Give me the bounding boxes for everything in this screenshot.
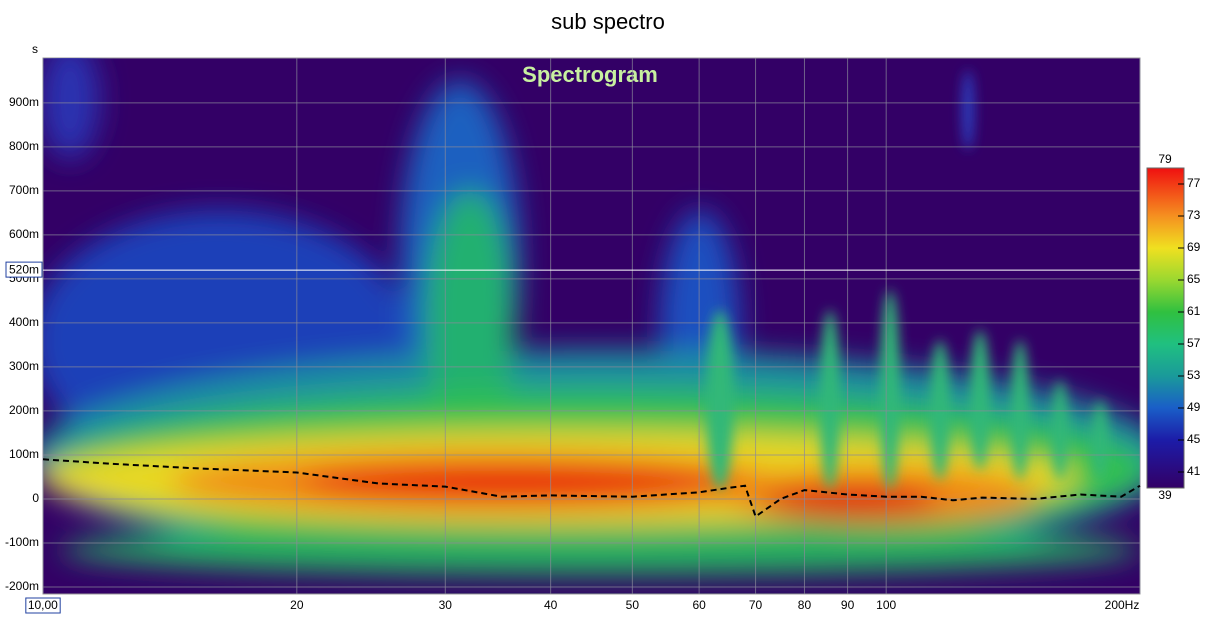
y-tick-label: 200m bbox=[9, 403, 39, 417]
y-unit: s bbox=[32, 42, 38, 56]
x-tick-box bbox=[25, 597, 61, 614]
x-tick-label: 100 bbox=[876, 598, 896, 612]
colorbar-tick-label: 49 bbox=[1187, 400, 1201, 414]
chart-title: sub spectro bbox=[551, 9, 665, 34]
y-tick-label: 400m bbox=[9, 315, 39, 329]
colorbar-tick-label: 45 bbox=[1187, 432, 1201, 446]
peak-line bbox=[42, 458, 1141, 519]
cursor-label: 520m bbox=[9, 262, 39, 276]
y-tick-label: 600m bbox=[9, 227, 39, 241]
y-tick-label: 0 bbox=[32, 491, 39, 505]
colorbar-tick-label: 73 bbox=[1187, 208, 1201, 222]
x-tick-label: 70 bbox=[749, 598, 763, 612]
x-tick-label: 200Hz bbox=[1105, 598, 1140, 612]
y-tick-label: 100m bbox=[9, 447, 39, 461]
y-tick-label: 900m bbox=[9, 95, 39, 109]
x-tick-label: 90 bbox=[841, 598, 855, 612]
colorbar-tick-label: 57 bbox=[1187, 336, 1201, 350]
y-tick-label: 800m bbox=[9, 139, 39, 153]
x-tick-label: 30 bbox=[439, 598, 453, 612]
x-tick-label: 10,00 bbox=[28, 598, 58, 612]
subtitle: Spectrogram bbox=[522, 62, 658, 87]
colorbar-tick-label: 69 bbox=[1187, 240, 1201, 254]
colorbar-tick-label: 77 bbox=[1187, 176, 1201, 190]
cursor-box bbox=[5, 261, 43, 278]
x-tick-label: 50 bbox=[626, 598, 640, 612]
y-tick-label: 300m bbox=[9, 359, 39, 373]
y-tick-label: -100m bbox=[5, 535, 39, 549]
x-tick-label: 60 bbox=[692, 598, 706, 612]
y-tick-label: -200m bbox=[5, 579, 39, 593]
colorbar-tick-label: 53 bbox=[1187, 368, 1201, 382]
colorbar-min: 39 bbox=[1158, 488, 1172, 502]
colorbar-tick-label: 61 bbox=[1187, 304, 1201, 318]
colorbar-tick-label: 65 bbox=[1187, 272, 1201, 286]
x-tick-label: 40 bbox=[544, 598, 558, 612]
colorbar bbox=[1146, 167, 1185, 489]
y-tick-label: 700m bbox=[9, 183, 39, 197]
x-tick-label: 20 bbox=[290, 598, 304, 612]
colorbar-max: 79 bbox=[1158, 152, 1172, 166]
x-tick-label: 80 bbox=[798, 598, 812, 612]
heatmap bbox=[43, 58, 1140, 575]
colorbar-tick-label: 41 bbox=[1187, 464, 1201, 478]
